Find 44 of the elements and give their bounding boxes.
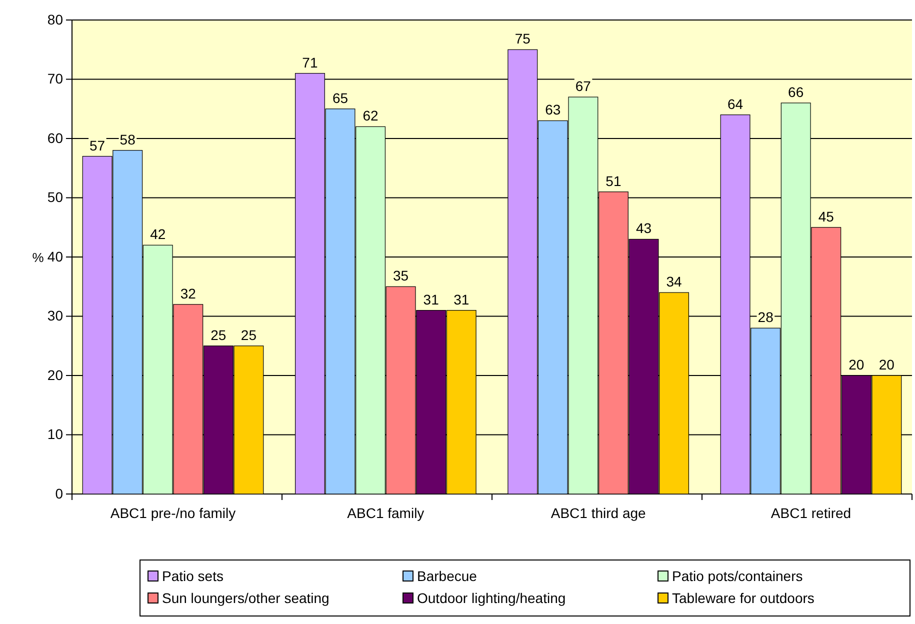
data-label: 62 — [362, 108, 379, 124]
data-label: 25 — [210, 326, 226, 343]
data-label: 58 — [120, 131, 136, 148]
data-label: 43 — [636, 220, 652, 236]
x-tick-label: ABC1 third age — [550, 504, 646, 521]
data-label: 20 — [878, 356, 895, 372]
x-tick-label: ABC1 pre-/no family — [110, 504, 236, 521]
data-label: 66 — [788, 84, 804, 100]
data-label: 35 — [393, 268, 409, 284]
data-label: 45 — [818, 208, 834, 224]
y-tick-label: 30 — [47, 308, 64, 324]
y-tick-label: 10 — [47, 426, 64, 442]
legend-label: Tableware for outdoors — [672, 590, 814, 606]
legend-label: Barbecue — [417, 568, 478, 584]
data-label: 71 — [302, 54, 318, 70]
y-tick-label: 80 — [47, 11, 64, 28]
legend-label: Patio pots/containers — [672, 568, 803, 584]
y-tick-label: 0 — [55, 485, 64, 502]
y-tick-label: 70 — [47, 70, 64, 87]
data-label: 25 — [240, 326, 257, 343]
data-label: 75 — [514, 30, 531, 47]
data-label: 31 — [423, 291, 440, 308]
y-tick-label: 50 — [47, 189, 64, 206]
data-label: 65 — [332, 90, 348, 106]
legend-label: Patio sets — [162, 568, 224, 584]
y-tick-label: 20 — [47, 366, 64, 383]
y-axis-title: % — [32, 250, 44, 265]
data-label: 20 — [848, 356, 864, 372]
y-tick-label: 40 — [47, 248, 64, 264]
data-label: 64 — [728, 96, 744, 112]
x-tick-label: ABC1 family — [347, 504, 424, 521]
data-label: 57 — [90, 137, 106, 154]
data-label: 67 — [575, 78, 592, 94]
y-tick-label: 60 — [47, 130, 64, 146]
data-label: 31 — [454, 291, 470, 308]
data-label: 42 — [150, 226, 166, 242]
data-label: 63 — [545, 102, 561, 118]
x-tick-label: ABC1 retired — [770, 504, 852, 521]
data-label: 28 — [758, 309, 774, 326]
data-label: 32 — [180, 285, 196, 302]
legend-label: Sun loungers/other seating — [162, 590, 330, 606]
data-label: 34 — [666, 274, 682, 290]
data-label: 51 — [606, 172, 622, 189]
legend-label: Outdoor lighting/heating — [417, 590, 566, 606]
